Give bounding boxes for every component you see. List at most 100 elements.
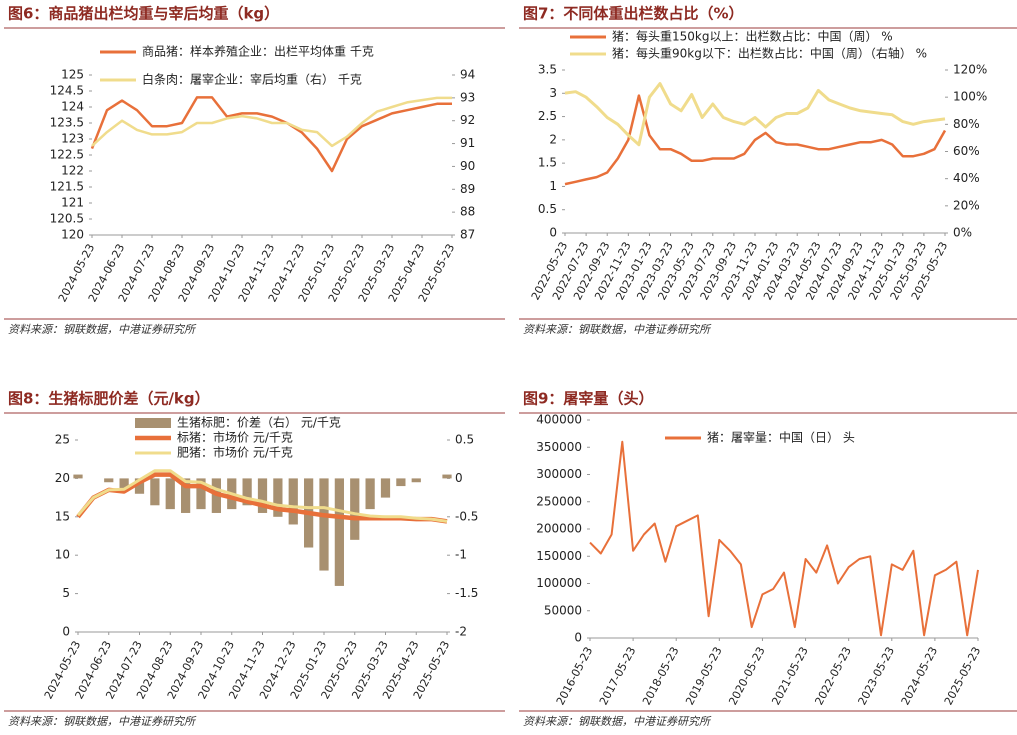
series-line — [76, 469, 448, 523]
series-line — [91, 96, 452, 148]
legend-label: 白条肉：屠宰企业：宰后均重（右） 千克 — [142, 72, 362, 87]
y-tick-label: 121.5 — [50, 180, 84, 194]
y-tick-label: 25 — [55, 433, 70, 447]
source-note: 资料来源：钢联数据，中港证券研究所 — [523, 323, 712, 336]
bar — [273, 478, 283, 517]
y-tick-label: 15 — [55, 509, 70, 523]
x-tick-label: 2024-05-23 — [899, 645, 940, 708]
y-tick-label: 100000 — [536, 576, 582, 590]
bar — [242, 478, 252, 506]
bar — [350, 478, 360, 540]
y2-tick-label: 20% — [953, 198, 980, 212]
bar — [442, 474, 452, 479]
bar — [319, 478, 329, 571]
x-tick-label: 2018-05-23 — [640, 645, 681, 708]
y2-tick-label: -1.5 — [455, 586, 478, 600]
bar — [150, 478, 160, 506]
y-tick-label: 1.5 — [538, 156, 557, 170]
bar — [104, 478, 114, 483]
y-tick-label: 125 — [61, 68, 84, 82]
bar — [257, 478, 268, 513]
y2-tick-label: 80% — [953, 117, 980, 131]
y-tick-label: 3.5 — [538, 63, 557, 77]
x-tick-label: 2017-05-23 — [597, 645, 638, 708]
series-line — [90, 96, 452, 173]
y-tick-label: 150000 — [536, 549, 582, 563]
y-tick-label: 50000 — [544, 603, 582, 617]
legend-label: 生猪标肥：价差（右） 元/千克 — [177, 415, 341, 430]
y-tick-label: 5 — [62, 586, 70, 600]
y2-tick-label: 87 — [460, 228, 475, 242]
x-tick-label: 2021-05-23 — [769, 645, 810, 708]
y-tick-label: 120 — [61, 228, 84, 242]
y2-tick-label: 94 — [460, 68, 475, 82]
y-tick-label: 124 — [61, 100, 84, 114]
chart-title: 图8：生猪标肥价差（元/kg） — [8, 390, 210, 408]
y-tick-label: 10 — [55, 548, 70, 562]
y2-tick-label: 91 — [460, 136, 475, 150]
legend-label: 猪：每头重90kg以下：出栏数占比：中国（周）（右轴） % — [612, 46, 927, 61]
y2-tick-label: 100% — [953, 90, 987, 104]
chart-title: 图7：不同体重出栏数占比（%） — [523, 5, 743, 23]
y2-tick-label: 93 — [460, 90, 475, 104]
x-tick-label: 2022-05-23 — [812, 645, 853, 708]
y2-tick-label: 0 — [455, 471, 463, 485]
y-tick-label: 1 — [549, 179, 557, 193]
bar — [73, 474, 83, 479]
y-tick-label: 250000 — [536, 494, 582, 508]
y2-tick-label: 88 — [460, 205, 475, 219]
chart-title: 图9：屠宰量（头） — [523, 390, 653, 408]
y2-tick-label: 0% — [953, 226, 972, 240]
y-tick-label: 121 — [61, 196, 84, 210]
y-tick-label: 3 — [549, 86, 557, 100]
bar — [334, 478, 344, 586]
y2-tick-label: 120% — [953, 63, 987, 77]
bar — [119, 478, 129, 490]
y-tick-label: 124.5 — [50, 84, 84, 98]
bar — [396, 478, 406, 487]
bar — [288, 478, 298, 525]
legend-label: 猪：每头重150kg以上：出栏数占比：中国（周） % — [612, 29, 893, 44]
y2-tick-label: -2 — [455, 625, 467, 639]
y-tick-label: 0 — [62, 625, 70, 639]
bar — [134, 478, 145, 494]
chart-title: 图6：商品猪出栏均重与宰后均重（kg） — [8, 5, 279, 23]
legend-swatch — [135, 418, 171, 428]
y2-tick-label: 0.5 — [455, 433, 474, 447]
y2-tick-label: 40% — [953, 171, 980, 185]
y2-tick-label: -1 — [455, 548, 467, 562]
y-tick-label: 120.5 — [50, 212, 84, 226]
y2-tick-label: 89 — [460, 182, 475, 196]
source-note: 资料来源：钢联数据，中港证券研究所 — [8, 715, 197, 728]
x-tick-label: 2020-05-23 — [726, 645, 767, 708]
y-tick-label: 350000 — [536, 440, 582, 454]
y-tick-label: 300000 — [536, 467, 582, 481]
legend-label: 猪：屠宰量：中国（日） 头 — [707, 430, 855, 445]
y-tick-label: 0 — [549, 226, 557, 240]
y2-tick-label: -0.5 — [455, 509, 478, 523]
y-tick-label: 122.5 — [50, 148, 84, 162]
legend-label: 标猪：市场价 元/千克 — [177, 430, 293, 445]
bar — [365, 478, 375, 510]
y-tick-label: 123 — [61, 132, 84, 146]
bar — [181, 478, 191, 513]
y-tick-label: 0 — [574, 631, 582, 645]
legend-label: 肥猪：市场价 元/千克 — [177, 445, 293, 460]
y2-tick-label: 90 — [460, 159, 475, 173]
bar — [411, 478, 421, 483]
y-tick-label: 2 — [549, 132, 557, 146]
series-line — [589, 440, 979, 637]
series-line — [564, 94, 947, 186]
x-tick-label: 2019-05-23 — [683, 645, 724, 708]
y2-tick-label: 60% — [953, 144, 980, 158]
bar — [165, 478, 175, 510]
x-tick-label: 2025-05-23 — [942, 645, 983, 708]
legend-label: 商品猪：样本养殖企业：出栏平均体重 千克 — [142, 44, 374, 59]
source-note: 资料来源：钢联数据，中港证券研究所 — [523, 715, 712, 728]
y-tick-label: 123.5 — [50, 116, 84, 130]
y-tick-label: 20 — [55, 471, 70, 485]
series-line — [564, 82, 946, 147]
bar — [196, 478, 206, 510]
x-tick-label: 2023-05-23 — [856, 645, 897, 708]
